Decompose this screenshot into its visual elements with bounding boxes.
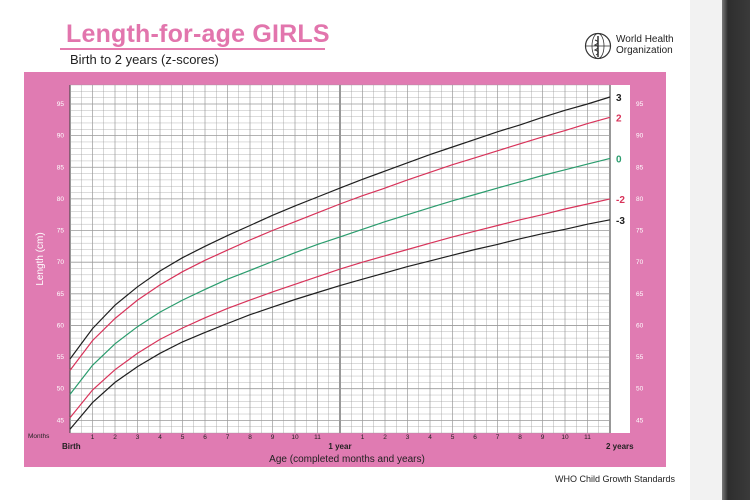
x-tick-label: 2	[383, 434, 387, 441]
zscore-lines	[69, 96, 611, 430]
x-axis-label: Age (completed months and years)	[269, 454, 425, 465]
x-tick-label: 8	[518, 434, 522, 441]
y-tick-label-right: 95	[636, 101, 644, 108]
series-label: -2	[616, 195, 625, 206]
y-axis-label: Length (cm)	[35, 232, 46, 285]
x-tick-label: 2 years	[606, 442, 634, 451]
right-label-strip	[610, 85, 630, 433]
zscore-line-0	[69, 157, 611, 395]
window-scroll-area[interactable]	[722, 0, 750, 500]
title-underline	[60, 48, 325, 50]
y-tick-label-left: 45	[57, 417, 65, 424]
y-tick-label-right: 90	[636, 133, 644, 140]
zscore-line-3	[69, 96, 611, 360]
series-label: -3	[616, 216, 625, 227]
x-tick-label: 1 year	[328, 442, 351, 451]
y-tick-label-left: 80	[57, 196, 65, 203]
x-tick-label: 5	[181, 434, 185, 441]
y-tick-label-left: 60	[57, 322, 65, 329]
x-tick-label: 9	[541, 434, 545, 441]
x-tick-label: 2	[113, 434, 117, 441]
x-tick-label: 10	[561, 434, 569, 441]
x-tick-label: 6	[473, 434, 477, 441]
x-tick-label: 5	[451, 434, 455, 441]
y-tick-label-left: 85	[57, 164, 65, 171]
x-tick-label: 7	[226, 434, 230, 441]
x-tick-label: 3	[136, 434, 140, 441]
zscore-line--3	[69, 219, 611, 430]
x-tick-label: 11	[584, 434, 591, 441]
who-name: World Health Organization	[616, 34, 674, 56]
x-tick-label: 6	[203, 434, 207, 441]
series-label: 3	[616, 93, 622, 104]
series-label: 0	[616, 154, 622, 165]
window-edge-light	[690, 0, 722, 500]
y-tick-label-right: 60	[636, 322, 644, 329]
series-end-labels: 3 2 0 -2 -3	[616, 93, 625, 227]
y-tick-label-left: 95	[57, 101, 65, 108]
x-tick-label: Birth	[62, 442, 81, 451]
series-label: 2	[616, 113, 622, 124]
x-tick-labels: Birth 1 2 3 4 5 6 7 8 9 10 11 1 year 1 2 3 4 5 6 7 8 9 10 11 2 y…	[62, 434, 634, 451]
x-tick-label: 4	[428, 434, 432, 441]
y-tick-label-right: 85	[636, 164, 644, 171]
y-tick-label-right: 65	[636, 291, 644, 298]
x-tick-label: 7	[496, 434, 500, 441]
y-tick-label-right: 70	[636, 259, 644, 266]
y-tick-label-left: 90	[57, 133, 65, 140]
y-tick-label-right: 55	[636, 354, 644, 361]
who-name-line2: Organization	[616, 45, 673, 56]
y-tick-label-right: 45	[636, 417, 644, 424]
x-tick-label: 1	[91, 434, 95, 441]
zscore-line-2	[69, 116, 611, 371]
x-tick-label: 3	[406, 434, 410, 441]
x-tick-label: 9	[271, 434, 275, 441]
y-tick-label-right: 50	[636, 386, 644, 393]
zscore-line--2	[69, 198, 611, 419]
x-tick-label: 10	[291, 434, 299, 441]
footer-text: WHO Child Growth Standards	[555, 474, 676, 484]
y-tick-labels-right: 45 50 55 60 65 70 75 80 85 90 95	[636, 101, 644, 424]
who-logo-icon	[584, 32, 612, 60]
page-subtitle: Birth to 2 years (z-scores)	[70, 52, 219, 67]
y-tick-label-left: 65	[57, 291, 65, 298]
x-tick-label: 1	[361, 434, 365, 441]
x-tick-label: 4	[158, 434, 162, 441]
months-label: Months	[28, 433, 50, 440]
y-tick-label-right: 80	[636, 196, 644, 203]
page-title: Length-for-age GIRLS	[66, 20, 330, 48]
y-tick-label-right: 75	[636, 228, 644, 235]
who-name-line1: World Health	[616, 34, 674, 45]
y-tick-label-left: 75	[57, 228, 65, 235]
x-tick-label: 8	[248, 434, 252, 441]
y-tick-label-left: 55	[57, 354, 65, 361]
y-tick-label-left: 70	[57, 259, 65, 266]
grid-lines	[69, 84, 611, 434]
y-tick-label-left: 50	[57, 386, 65, 393]
y-tick-labels-left: 45 50 55 60 65 70 75 80 85 90 95	[57, 101, 65, 424]
x-tick-label: 11	[314, 434, 321, 441]
